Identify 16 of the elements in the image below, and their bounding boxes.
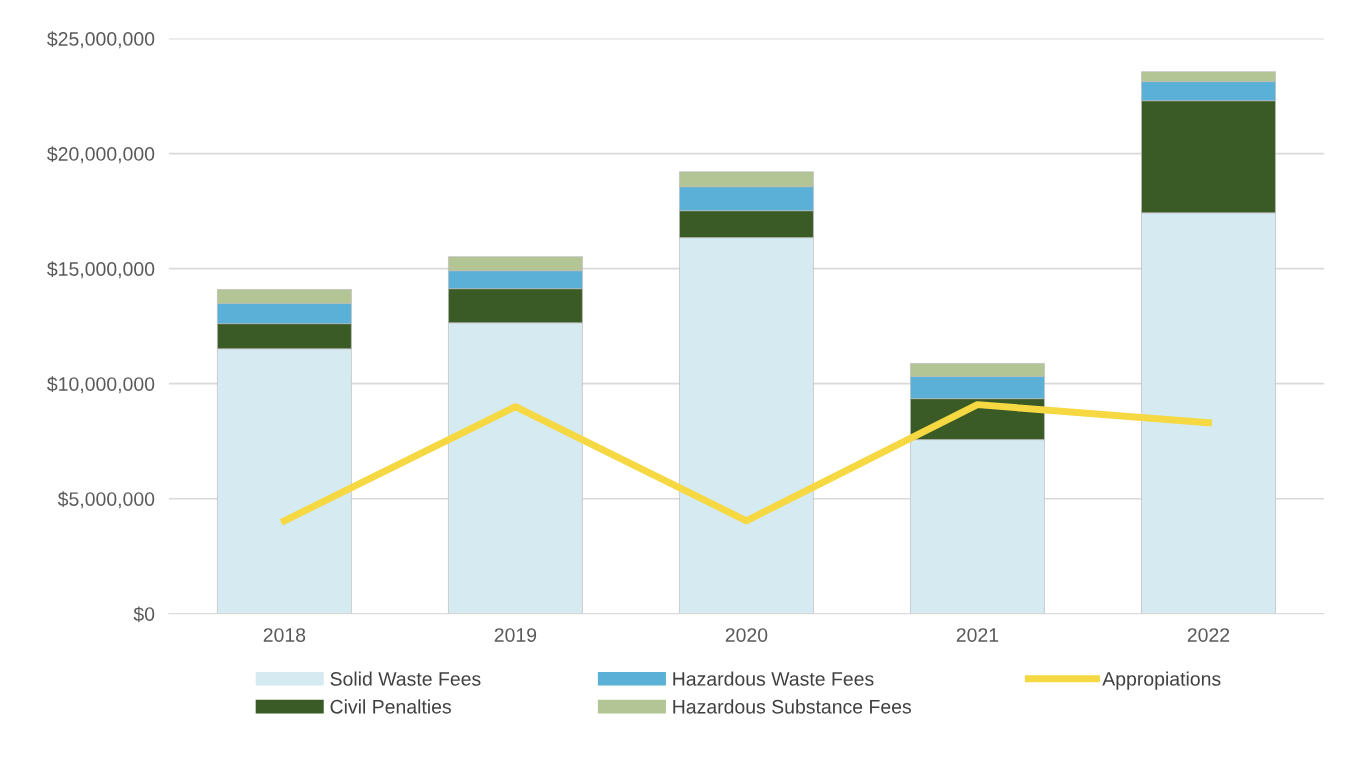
y-tick-label: $0 (133, 606, 155, 623)
x-tick-label: 2022 (1187, 628, 1230, 642)
legend-label: Hazardous Substance Fees (673, 699, 912, 714)
x-tick-label: 2018 (263, 628, 306, 642)
x-tick-label: 2021 (956, 628, 999, 642)
y-tick-label: $10,000,000 (47, 376, 155, 394)
x-tick-label: 2020 (725, 628, 768, 642)
y-tick-label: $25,000,000 (47, 31, 155, 49)
y-tick-label: $20,000,000 (47, 146, 155, 164)
legend-label: Solid Waste Fees (330, 671, 481, 686)
y-tick-label: $5,000,000 (57, 491, 155, 509)
x-tick-label: 2019 (494, 628, 537, 642)
legend-label: Hazardous Waste Fees (673, 671, 874, 686)
legend-label: Civil Penalties (330, 699, 451, 714)
legend-label: Appropiations (1102, 671, 1221, 690)
y-tick-label: $15,000,000 (47, 261, 155, 279)
